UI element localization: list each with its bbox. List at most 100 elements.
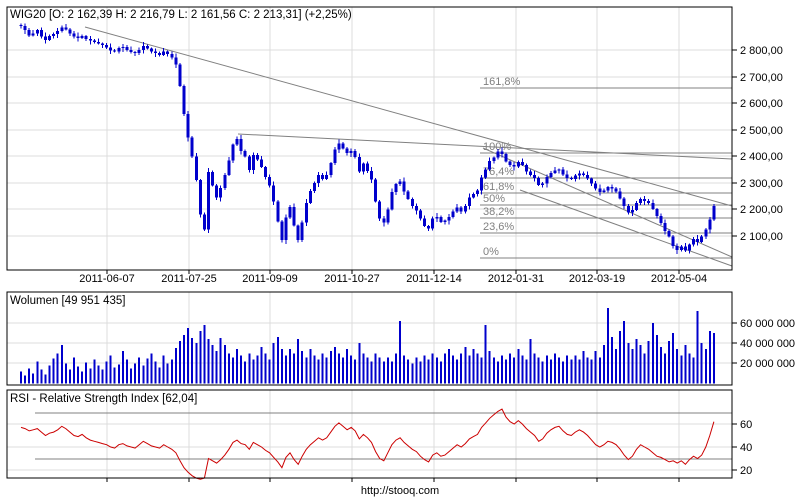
candle-body xyxy=(598,188,602,193)
candle-body xyxy=(671,236,675,247)
candle-body xyxy=(394,184,398,193)
candle-body xyxy=(72,33,76,37)
candle-body xyxy=(614,188,618,192)
volume-bar xyxy=(712,333,715,384)
volume-bar xyxy=(138,357,141,384)
volume-bar xyxy=(252,359,255,384)
candle-body xyxy=(202,214,206,230)
volume-bar xyxy=(435,357,438,384)
volume-bar xyxy=(64,363,67,384)
candle-body xyxy=(557,169,561,171)
volume-bar xyxy=(309,349,312,384)
volume-bar xyxy=(382,361,385,384)
candle-body xyxy=(594,183,598,189)
candle-body xyxy=(276,201,280,222)
candle-body xyxy=(590,178,594,184)
volume-bar xyxy=(492,357,495,384)
price-axis-label: 2 300,00 xyxy=(740,178,783,190)
candle-body xyxy=(618,191,622,199)
candle-body xyxy=(101,43,105,46)
rsi-axis-label: 40 xyxy=(740,442,752,454)
volume-bar xyxy=(142,365,145,384)
volume-bar xyxy=(28,368,31,384)
candle-body xyxy=(508,161,512,165)
rsi-axis-label: 20 xyxy=(740,465,752,477)
volume-bar xyxy=(113,367,116,384)
candle-body xyxy=(410,198,414,207)
volume-bar xyxy=(52,358,55,384)
volume-bar xyxy=(329,351,332,384)
candle-body xyxy=(639,198,643,203)
candle-body xyxy=(333,149,337,163)
candle-body xyxy=(109,47,113,51)
volume-bar xyxy=(321,353,324,384)
candle-body xyxy=(243,150,247,157)
volume-bar xyxy=(602,345,605,384)
price-axis-label: 2 500,00 xyxy=(740,125,783,137)
volume-bar xyxy=(378,357,381,384)
candle-body xyxy=(704,229,708,237)
candle-body xyxy=(264,166,268,178)
candle-body xyxy=(451,211,455,217)
candle-body xyxy=(64,27,68,30)
candle-body xyxy=(565,174,569,179)
volume-bar xyxy=(651,323,654,384)
volume-bar xyxy=(403,355,406,384)
candle-body xyxy=(219,188,223,198)
candle-body xyxy=(581,173,585,175)
volume-bar xyxy=(44,374,47,384)
volume-bar xyxy=(293,353,296,384)
volume-bar xyxy=(394,353,397,384)
candle-body xyxy=(345,148,349,154)
candle-body xyxy=(272,185,276,202)
candle-body xyxy=(504,154,508,162)
volume-bar xyxy=(460,353,463,384)
candle-body xyxy=(520,162,524,165)
price-axis-label: 2 700,00 xyxy=(740,72,783,84)
candle-body xyxy=(402,181,406,192)
volume-bar xyxy=(464,347,467,384)
candle-body xyxy=(154,51,158,54)
volume-bar xyxy=(105,361,108,384)
candle-body xyxy=(406,191,410,199)
footer-source-link[interactable]: http://stooq.com xyxy=(361,485,439,497)
candle-body xyxy=(463,206,467,212)
trendline xyxy=(519,189,733,267)
volume-bar xyxy=(337,353,340,384)
volume-bar xyxy=(240,355,243,384)
candle-body xyxy=(52,34,56,37)
volume-bar xyxy=(187,328,190,384)
candle-body xyxy=(602,190,606,193)
candle-body xyxy=(643,198,647,201)
volume-bar xyxy=(659,347,662,384)
candle-body xyxy=(105,45,109,48)
volume-bar xyxy=(513,357,516,384)
volume-axis-label: 60 000 000 xyxy=(740,318,795,330)
candle-body xyxy=(259,159,263,167)
volume-bar xyxy=(60,345,63,384)
candle-body xyxy=(300,222,304,240)
volume-bar xyxy=(72,357,75,384)
volume-pane-frame xyxy=(6,291,733,386)
volume-bar xyxy=(342,357,345,384)
volume-bar xyxy=(85,362,88,384)
volume-bar xyxy=(77,366,80,384)
candle-body xyxy=(137,50,141,54)
volume-bar xyxy=(704,349,707,384)
candle-body xyxy=(443,220,447,223)
candle-body xyxy=(325,174,329,179)
candle-body xyxy=(117,47,121,52)
candle-body xyxy=(239,139,243,151)
rsi-pane-frame xyxy=(6,389,733,479)
volume-bar xyxy=(627,343,630,384)
volume-bar xyxy=(590,359,593,384)
candle-body xyxy=(622,198,626,207)
volume-bar xyxy=(244,361,247,384)
volume-bar xyxy=(533,353,536,384)
x-axis-label: 2011-07-25 xyxy=(161,273,216,285)
volume-bar xyxy=(203,325,206,384)
volume-bar xyxy=(276,337,279,384)
candle-body xyxy=(480,177,484,191)
